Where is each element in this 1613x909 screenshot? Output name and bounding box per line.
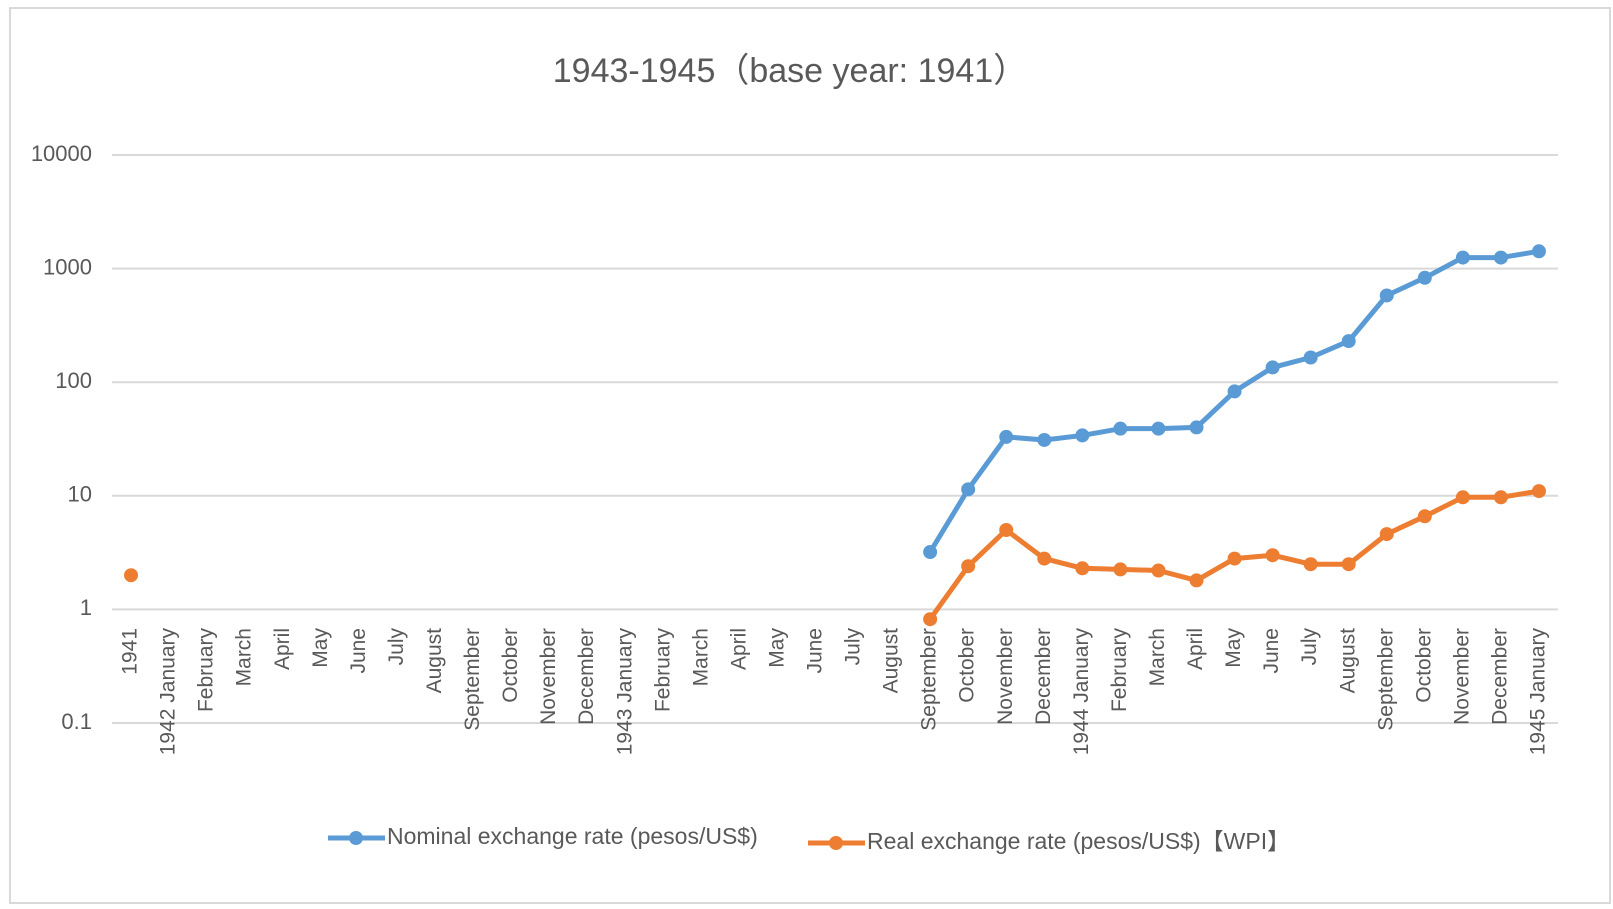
y-tick-label: 1000 <box>43 254 92 279</box>
x-tick-label: April <box>727 628 750 670</box>
x-tick-label: March <box>233 628 256 686</box>
x-tick-label: 1944 January <box>1070 628 1093 756</box>
x-tick-label: May <box>765 628 788 668</box>
x-tick-label: July <box>385 628 408 666</box>
legend-label: Nominal exchange rate (pesos/US$) <box>387 823 758 849</box>
y-tick-label: 10000 <box>31 141 92 166</box>
marker <box>1417 509 1432 524</box>
x-tick-label: September <box>1374 628 1397 731</box>
marker <box>1341 557 1356 572</box>
x-tick-label: September <box>918 628 941 731</box>
x-tick-label: June <box>347 628 370 674</box>
marker <box>1417 270 1432 285</box>
x-tick-label: July <box>1298 628 1321 666</box>
x-tick-label: May <box>1222 628 1245 668</box>
x-tick-label: July <box>842 628 865 666</box>
x-tick-label: November <box>537 628 560 725</box>
x-tick-label: 1943 January <box>613 628 636 756</box>
marker <box>1531 244 1546 259</box>
x-tick-label: 1941 <box>119 628 142 675</box>
y-tick-label: 0.1 <box>61 709 92 734</box>
x-tick-label: August <box>1336 628 1359 694</box>
marker <box>124 568 139 583</box>
x-tick-label: December <box>1488 628 1511 725</box>
marker <box>923 612 938 627</box>
marker <box>1265 548 1280 563</box>
x-tick-label: 1942 January <box>157 628 180 756</box>
marker <box>999 522 1014 537</box>
y-tick-label: 10 <box>68 482 92 507</box>
marker <box>1455 250 1470 265</box>
x-tick-label: February <box>195 628 218 713</box>
x-tick-label: March <box>689 628 712 686</box>
x-tick-label: 1945 January <box>1527 628 1550 756</box>
marker <box>1379 527 1394 542</box>
x-tick-label: February <box>651 628 674 713</box>
marker <box>1341 334 1356 349</box>
chart-title: 1943-1945（base year: 1941） <box>553 52 1027 90</box>
x-tick-label: March <box>1146 628 1169 686</box>
legend-label: Real exchange rate (pesos/US$)【WPI】 <box>867 828 1290 854</box>
marker <box>1531 484 1546 499</box>
marker <box>961 559 976 574</box>
marker <box>1303 557 1318 572</box>
marker <box>1227 551 1242 566</box>
y-tick-label: 100 <box>55 368 92 393</box>
legend-marker <box>349 831 363 845</box>
x-tick-label: August <box>423 628 446 694</box>
x-tick-label: October <box>1412 628 1435 703</box>
marker <box>1151 563 1166 578</box>
marker <box>1379 288 1394 303</box>
marker <box>1227 384 1242 399</box>
marker <box>1037 551 1052 566</box>
marker <box>1455 490 1470 505</box>
x-tick-label: October <box>499 628 522 703</box>
x-tick-label: February <box>1108 628 1131 713</box>
marker <box>923 545 938 560</box>
x-tick-label: June <box>1260 628 1283 674</box>
marker <box>999 429 1014 444</box>
legend-marker <box>829 836 843 850</box>
marker <box>1493 250 1508 265</box>
x-tick-label: September <box>461 628 484 731</box>
marker <box>1265 360 1280 375</box>
x-tick-label: April <box>1184 628 1207 670</box>
x-tick-label: October <box>956 628 979 703</box>
marker <box>1075 561 1090 576</box>
x-tick-label: June <box>804 628 827 674</box>
chart-border <box>9 7 1611 904</box>
marker <box>961 482 976 497</box>
x-tick-label: December <box>575 628 598 725</box>
x-tick-label: December <box>1032 628 1055 725</box>
x-tick-label: November <box>1450 628 1473 725</box>
y-tick-label: 1 <box>80 595 92 620</box>
x-tick-label: August <box>880 628 903 694</box>
marker <box>1075 428 1090 443</box>
x-tick-label: November <box>994 628 1017 725</box>
x-tick-label: April <box>271 628 294 670</box>
marker <box>1151 421 1166 436</box>
marker <box>1037 432 1052 447</box>
marker <box>1303 350 1318 365</box>
marker <box>1493 490 1508 505</box>
x-tick-label: May <box>309 628 332 668</box>
marker <box>1189 573 1204 588</box>
marker <box>1113 421 1128 436</box>
marker <box>1113 562 1128 577</box>
marker <box>1189 420 1204 435</box>
